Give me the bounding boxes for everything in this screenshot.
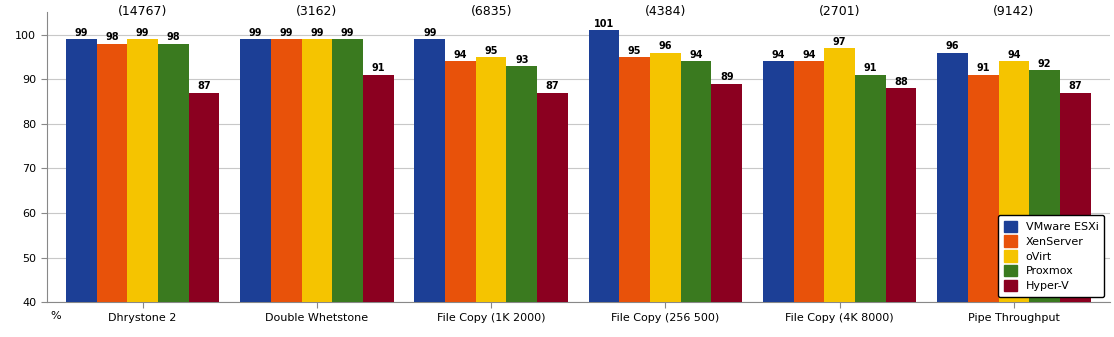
Bar xyxy=(507,66,537,337)
Text: 99: 99 xyxy=(310,28,323,38)
Bar xyxy=(188,93,219,337)
Bar xyxy=(619,57,651,337)
Bar xyxy=(763,61,793,337)
Text: 95: 95 xyxy=(485,45,498,56)
Text: 99: 99 xyxy=(75,28,88,38)
Text: 99: 99 xyxy=(423,28,437,38)
Bar xyxy=(588,30,619,337)
Bar xyxy=(824,48,856,337)
Text: (3162): (3162) xyxy=(296,5,338,18)
Text: 91: 91 xyxy=(371,63,385,73)
Text: 93: 93 xyxy=(515,55,528,65)
Text: 96: 96 xyxy=(946,41,959,51)
Text: 87: 87 xyxy=(197,81,211,91)
Bar xyxy=(793,61,824,337)
Bar xyxy=(241,39,271,337)
Bar xyxy=(998,61,1029,337)
Text: 96: 96 xyxy=(658,41,672,51)
Bar xyxy=(127,39,158,337)
Text: 101: 101 xyxy=(594,19,614,29)
Text: 88: 88 xyxy=(895,77,908,87)
Bar xyxy=(302,39,332,337)
Text: 95: 95 xyxy=(628,45,642,56)
Bar xyxy=(97,43,127,337)
Text: 94: 94 xyxy=(772,50,785,60)
Text: 94: 94 xyxy=(690,50,703,60)
Bar xyxy=(414,39,446,337)
Text: 97: 97 xyxy=(833,37,847,47)
Bar xyxy=(537,93,568,337)
Bar xyxy=(332,39,363,337)
Bar xyxy=(1029,70,1061,337)
Bar xyxy=(856,75,886,337)
Bar xyxy=(1061,93,1091,337)
Bar xyxy=(968,75,998,337)
Text: 91: 91 xyxy=(977,63,990,73)
Bar xyxy=(476,57,507,337)
Bar xyxy=(937,53,968,337)
Bar xyxy=(651,53,681,337)
Text: 94: 94 xyxy=(802,50,815,60)
Text: 94: 94 xyxy=(1007,50,1020,60)
Text: 99: 99 xyxy=(248,28,262,38)
Text: 98: 98 xyxy=(105,32,119,42)
Text: (4384): (4384) xyxy=(645,5,686,18)
Text: (14767): (14767) xyxy=(118,5,167,18)
Text: (9142): (9142) xyxy=(994,5,1035,18)
Bar xyxy=(446,61,476,337)
Text: 98: 98 xyxy=(166,32,180,42)
Text: 99: 99 xyxy=(280,28,293,38)
Bar xyxy=(271,39,302,337)
Text: 87: 87 xyxy=(1068,81,1082,91)
Bar xyxy=(681,61,712,337)
Text: 99: 99 xyxy=(341,28,354,38)
Text: 94: 94 xyxy=(453,50,467,60)
Legend: VMware ESXi, XenServer, oVirt, Proxmox, Hyper-V: VMware ESXi, XenServer, oVirt, Proxmox, … xyxy=(998,215,1104,297)
Bar xyxy=(158,43,188,337)
Text: (6835): (6835) xyxy=(470,5,512,18)
Text: 91: 91 xyxy=(863,63,877,73)
Bar xyxy=(363,75,393,337)
Text: 99: 99 xyxy=(136,28,149,38)
Text: 92: 92 xyxy=(1038,59,1052,69)
Text: (2701): (2701) xyxy=(819,5,860,18)
Text: 87: 87 xyxy=(546,81,559,91)
Bar xyxy=(886,88,917,337)
Text: 89: 89 xyxy=(720,72,734,83)
Text: %: % xyxy=(50,311,61,321)
Bar xyxy=(712,84,742,337)
Bar xyxy=(66,39,97,337)
